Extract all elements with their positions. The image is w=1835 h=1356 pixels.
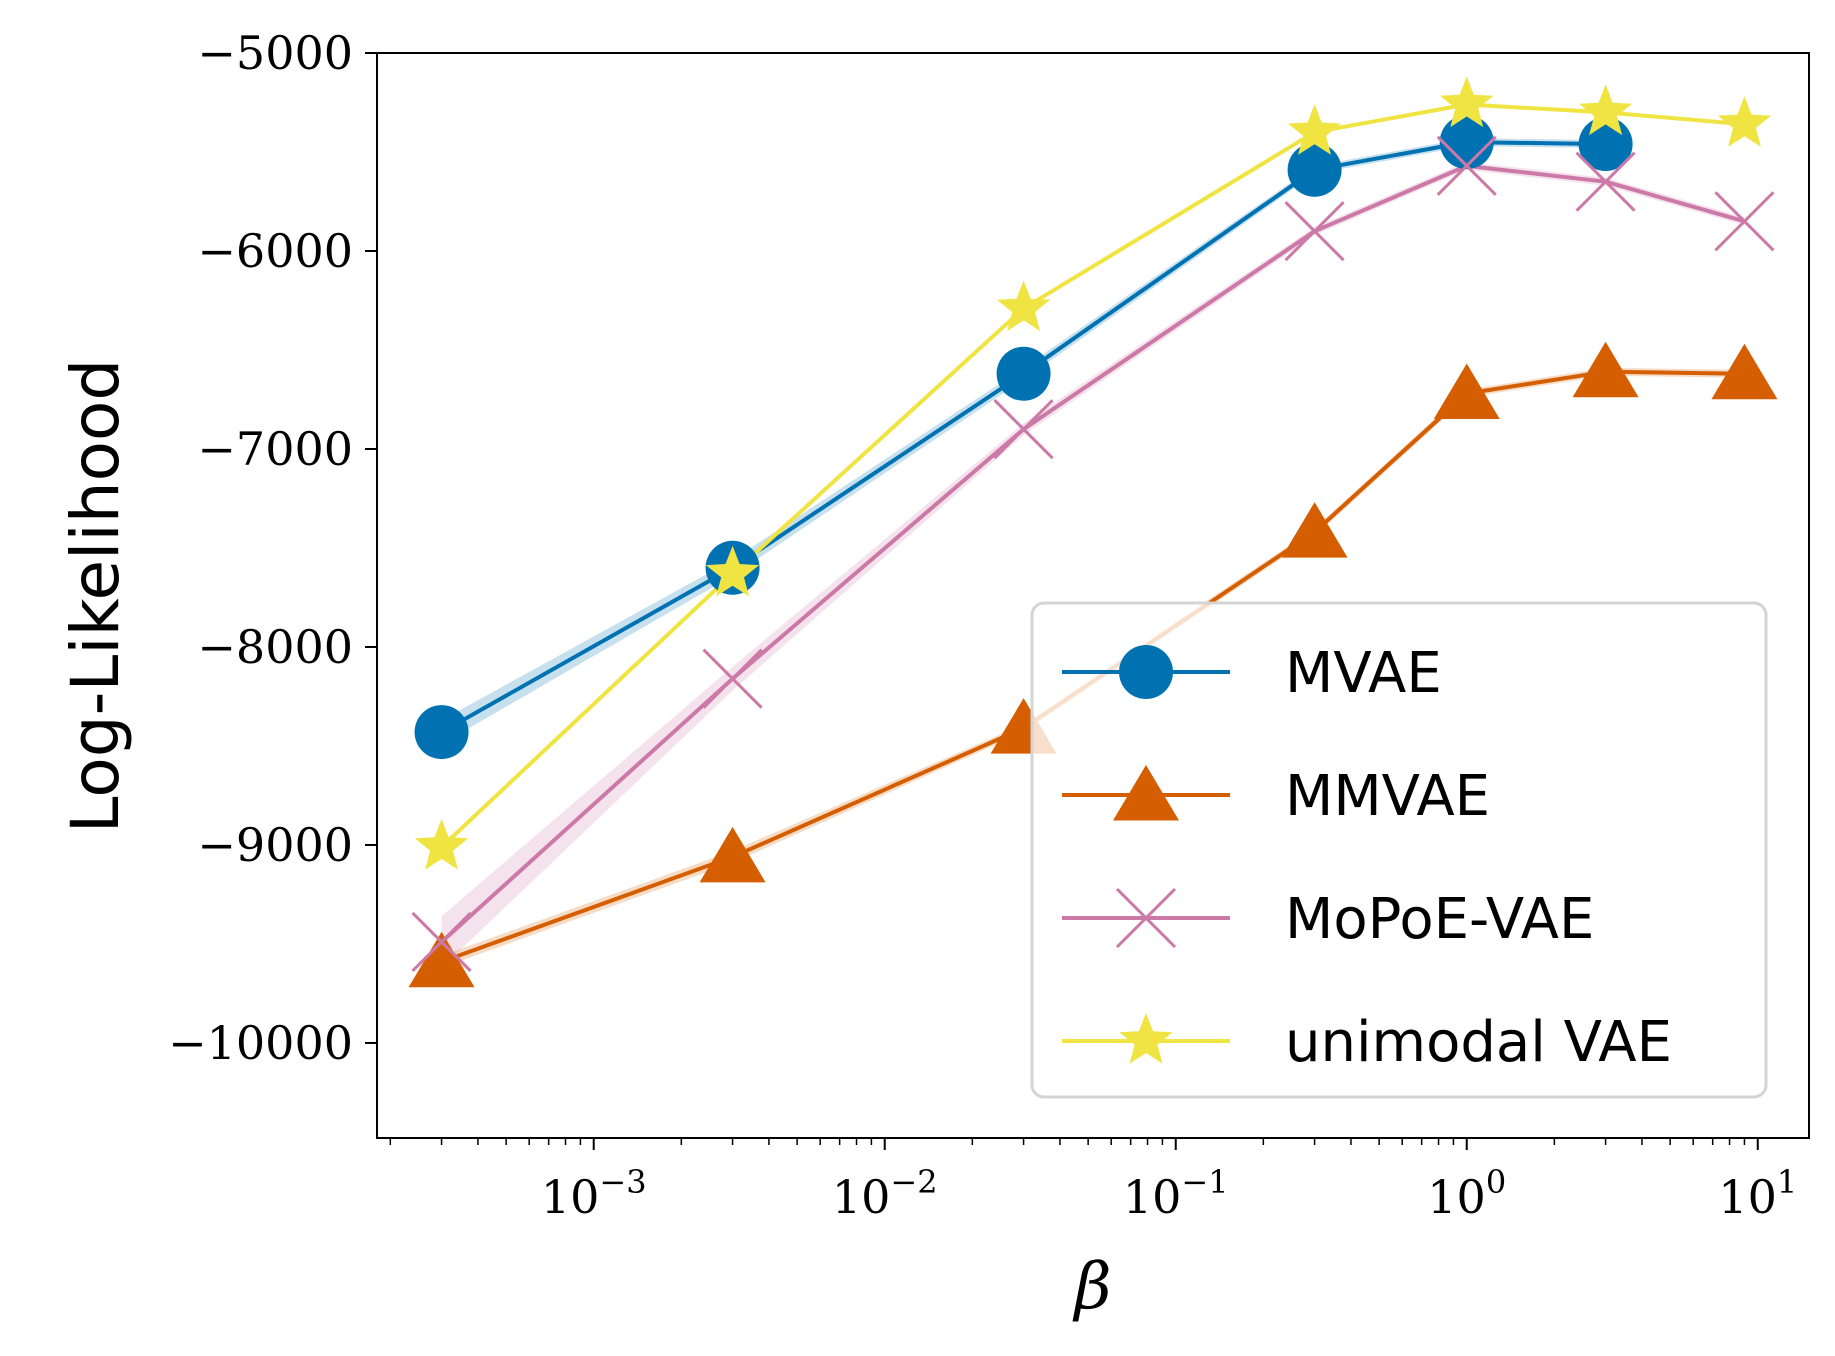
mmvae-point xyxy=(699,826,766,883)
legend-entry-mvae: MVAE xyxy=(1062,641,1442,706)
legend-label: unimodal VAE xyxy=(1285,1010,1672,1075)
unimodal-vae-point xyxy=(1717,96,1772,147)
unimodal-vae-point xyxy=(996,280,1051,332)
x-tick-label: 101 xyxy=(1718,1163,1797,1224)
unimodal-vae-point xyxy=(414,819,469,870)
mopoe-vae-point xyxy=(1436,135,1497,196)
mvae-point xyxy=(1287,142,1342,197)
mvae-point xyxy=(1439,115,1494,170)
mopoe-vae-point xyxy=(411,911,472,973)
mopoe-vae-point xyxy=(1714,191,1775,252)
unimodal-vae-point xyxy=(705,545,760,597)
unimodal-vae-point xyxy=(1288,104,1342,155)
plot-frame xyxy=(376,52,1810,1139)
legend-entry-mmvae: MMVAE xyxy=(1062,764,1490,829)
x-tick-label: 10−1 xyxy=(1123,1163,1229,1224)
legend-marker xyxy=(1119,645,1173,699)
series-markers xyxy=(408,76,1778,988)
legend-label: MoPoE-VAE xyxy=(1285,887,1594,952)
mvae-point xyxy=(414,705,469,760)
mvae-point xyxy=(996,346,1051,401)
mopoe-vae-point xyxy=(1575,151,1636,212)
legend-label: MMVAE xyxy=(1285,764,1490,829)
legend-entry-unimodal-vae: unimodal VAE xyxy=(1062,1010,1672,1075)
mmvae-point xyxy=(1572,341,1639,398)
mopoe-vae-point xyxy=(1284,201,1345,262)
y-tick-label: −10000 xyxy=(168,1016,353,1070)
mopoe-vae-point xyxy=(702,648,763,709)
x-tick-label: 100 xyxy=(1427,1163,1506,1224)
y-tick-label: −6000 xyxy=(197,224,353,278)
legend-items: MVAE MMVAE MoPoE-VAE unimodal VAE xyxy=(1062,641,1672,1075)
unimodal-vae-point xyxy=(1579,84,1633,136)
x-axis-label: β xyxy=(1073,1250,1112,1324)
y-tick-label: −5000 xyxy=(197,26,353,80)
y-axis-label: Log-Likelihood xyxy=(57,359,134,833)
y-axis: −5000 −6000 −7000 −8000 −9000 −10000 xyxy=(168,26,377,1070)
legend-label: MVAE xyxy=(1285,641,1442,706)
legend-entry-mopoe-vae: MoPoE-VAE xyxy=(1062,887,1594,952)
legend: MVAE MMVAE MoPoE-VAE unimodal VAE xyxy=(1030,601,1768,1099)
mmvae-point xyxy=(1433,363,1500,420)
mmvae-point xyxy=(1281,502,1348,558)
legend-marker xyxy=(1115,887,1177,949)
legend-frame xyxy=(1030,601,1768,1099)
mmvae-point xyxy=(408,931,475,988)
unimodal-vae-point xyxy=(1440,76,1494,128)
y-tick-label: −9000 xyxy=(197,818,353,872)
mopoe-vae-point xyxy=(993,399,1054,460)
legend-marker xyxy=(1113,765,1179,821)
x-axis: 10−3 10−2 10−1 100 101 xyxy=(389,1138,1797,1224)
y-tick-label: −8000 xyxy=(197,620,353,674)
x-tick-label: 10−3 xyxy=(541,1163,647,1224)
x-tick-label: 10−2 xyxy=(832,1163,938,1224)
mmvae-point xyxy=(1711,343,1778,400)
legend-marker xyxy=(1119,1013,1173,1064)
y-tick-label: −7000 xyxy=(197,422,353,476)
